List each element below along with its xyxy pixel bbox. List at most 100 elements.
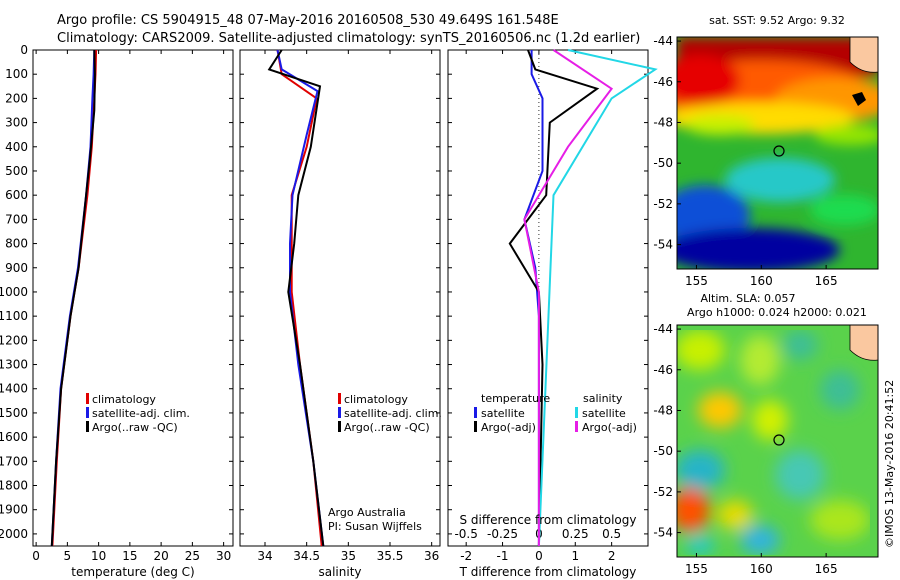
lat-tick-label: -48 (653, 403, 673, 417)
temperature-panel (32, 49, 234, 547)
legend-swatch-satellite (338, 407, 341, 418)
legend-swatch-climatology (86, 393, 89, 404)
depth-tick-label: 600 (5, 188, 28, 202)
lat-tick-label: -52 (653, 197, 673, 211)
legend-label-climatology: climatology (92, 393, 156, 406)
depth-tick-label: 0 (20, 43, 28, 57)
legend-label-argo: Argo(..raw -QC) (344, 421, 430, 434)
legend-swatch-t-satellite (474, 407, 477, 418)
legend-swatch-t-argo (474, 421, 477, 432)
s-diff-tick-label: -0.25 (487, 527, 518, 541)
legend-label-s-argo: Argo(-adj) (582, 421, 637, 434)
legend-label-t-satellite: satellite (481, 407, 525, 420)
lat-tick-label: -48 (653, 115, 673, 129)
depth-tick-label: 700 (5, 212, 28, 226)
temperature-legend: climatology satellite-adj. clim. Argo(..… (86, 393, 190, 434)
lon-tick-label: 165 (815, 274, 838, 288)
series-lines (50, 49, 658, 547)
x-tick-label: 5 (64, 549, 72, 563)
lat-tick-label: -50 (653, 156, 673, 170)
x-tick-label: 0 (32, 549, 40, 563)
x-tick-label: 20 (153, 549, 168, 563)
s-diff-tick-label: -0.5 (454, 527, 477, 541)
s-argo-line (523, 49, 614, 546)
depth-tick-label: 1400 (0, 382, 28, 396)
depth-tick-label: 1800 (0, 479, 28, 493)
legend-swatch-s-argo (575, 421, 578, 432)
lon-tick-label: 160 (750, 562, 773, 576)
lat-tick-label: -46 (653, 75, 673, 89)
depth-tick-label: 1100 (0, 309, 28, 323)
salinity-xlabel: salinity (318, 565, 361, 579)
x-tick-label: 35.5 (377, 549, 404, 563)
figure-title-line2: Climatology: CARS2009. Satellite-adjuste… (57, 31, 640, 46)
s-diff-tick-label: 0.25 (562, 527, 589, 541)
depth-tick-label: 2000 (0, 527, 28, 541)
lat-tick-label: -50 (653, 444, 673, 458)
s-diff-tick-label: 0.5 (602, 527, 621, 541)
lat-tick-label: -44 (653, 322, 673, 336)
depth-tick-label: 900 (5, 261, 28, 275)
x-tick-label: 10 (91, 549, 106, 563)
x-tick-label: -2 (460, 549, 472, 563)
difference-panel (447, 49, 649, 547)
credit-line2: PI: Susan Wijffels (328, 520, 422, 533)
argo-line (267, 49, 325, 547)
sst-map-frame (676, 36, 879, 270)
lat-tick-label: -54 (653, 238, 673, 252)
lon-tick-label: 165 (815, 562, 838, 576)
depth-tick-label: 300 (5, 116, 28, 130)
lat-tick-label: -54 (653, 526, 673, 540)
credit-line1: Argo Australia (328, 506, 406, 519)
sla-map-title2: Argo h1000: 0.024 h2000: 0.021 (687, 306, 867, 319)
argo-position-marker (773, 145, 785, 157)
lat-tick-label: -46 (653, 363, 673, 377)
legend-label-satellite: satellite-adj. clim. (92, 407, 190, 420)
x-tick-label: 36 (424, 549, 439, 563)
difference-legend: temperature salinity satellite Argo(-adj… (474, 392, 637, 434)
legend-swatch-argo (338, 421, 341, 432)
x-tick-label: 34 (257, 549, 272, 563)
axes: 0100200300400500600700800900100011001200… (0, 43, 648, 563)
legend-swatch-argo (86, 421, 89, 432)
lon-tick-label: 160 (750, 274, 773, 288)
temperature-xlabel: temperature (deg C) (71, 565, 194, 579)
depth-tick-label: 1600 (0, 430, 28, 444)
legend-label-t-argo: Argo(-adj) (481, 421, 536, 434)
x-tick-label: 35 (341, 549, 356, 563)
depth-tick-label: 100 (5, 67, 28, 81)
depth-tick-label: 1900 (0, 503, 28, 517)
x-tick-label: 2 (608, 549, 616, 563)
lon-tick-label: 155 (685, 274, 708, 288)
depth-tick-label: 500 (5, 164, 28, 178)
x-tick-label: -1 (497, 549, 509, 563)
t-argo-line (508, 49, 600, 547)
sst-map (677, 37, 878, 269)
legend-head-salinity: salinity (583, 392, 623, 405)
sla-map-title1: Altim. SLA: 0.057 (700, 292, 795, 305)
figure-title-line1: Argo profile: CS 5904915_48 07-May-2016 … (57, 13, 559, 28)
depth-tick-label: 800 (5, 237, 28, 251)
s-satellite-line (537, 49, 658, 547)
legend-label-satellite: satellite-adj. clim. (344, 407, 442, 420)
x-tick-label: 25 (185, 549, 200, 563)
depth-tick-label: 200 (5, 91, 28, 105)
argo-line (50, 49, 96, 547)
depth-tick-label: 400 (5, 140, 28, 154)
x-tick-label: 0 (535, 549, 543, 563)
imos-watermark: ©IMOS 13-May-2016 20:41:52 (883, 380, 896, 548)
depth-tick-label: 1700 (0, 454, 28, 468)
legend-swatch-satellite (86, 407, 89, 418)
legend-swatch-climatology (338, 393, 341, 404)
difference-xlabel: T difference from climatology (459, 565, 637, 579)
sla-map-frame (676, 324, 879, 558)
x-tick-label: 30 (216, 549, 231, 563)
x-tick-label: 34.5 (293, 549, 320, 563)
salinity-legend: climatology satellite-adj. clim. Argo(..… (338, 393, 442, 434)
sst-map-title: sat. SST: 9.52 Argo: 9.32 (709, 14, 845, 27)
depth-tick-label: 1500 (0, 406, 28, 420)
legend-label-climatology: climatology (344, 393, 408, 406)
legend-head-temperature: temperature (481, 392, 550, 405)
lat-tick-label: -52 (653, 485, 673, 499)
